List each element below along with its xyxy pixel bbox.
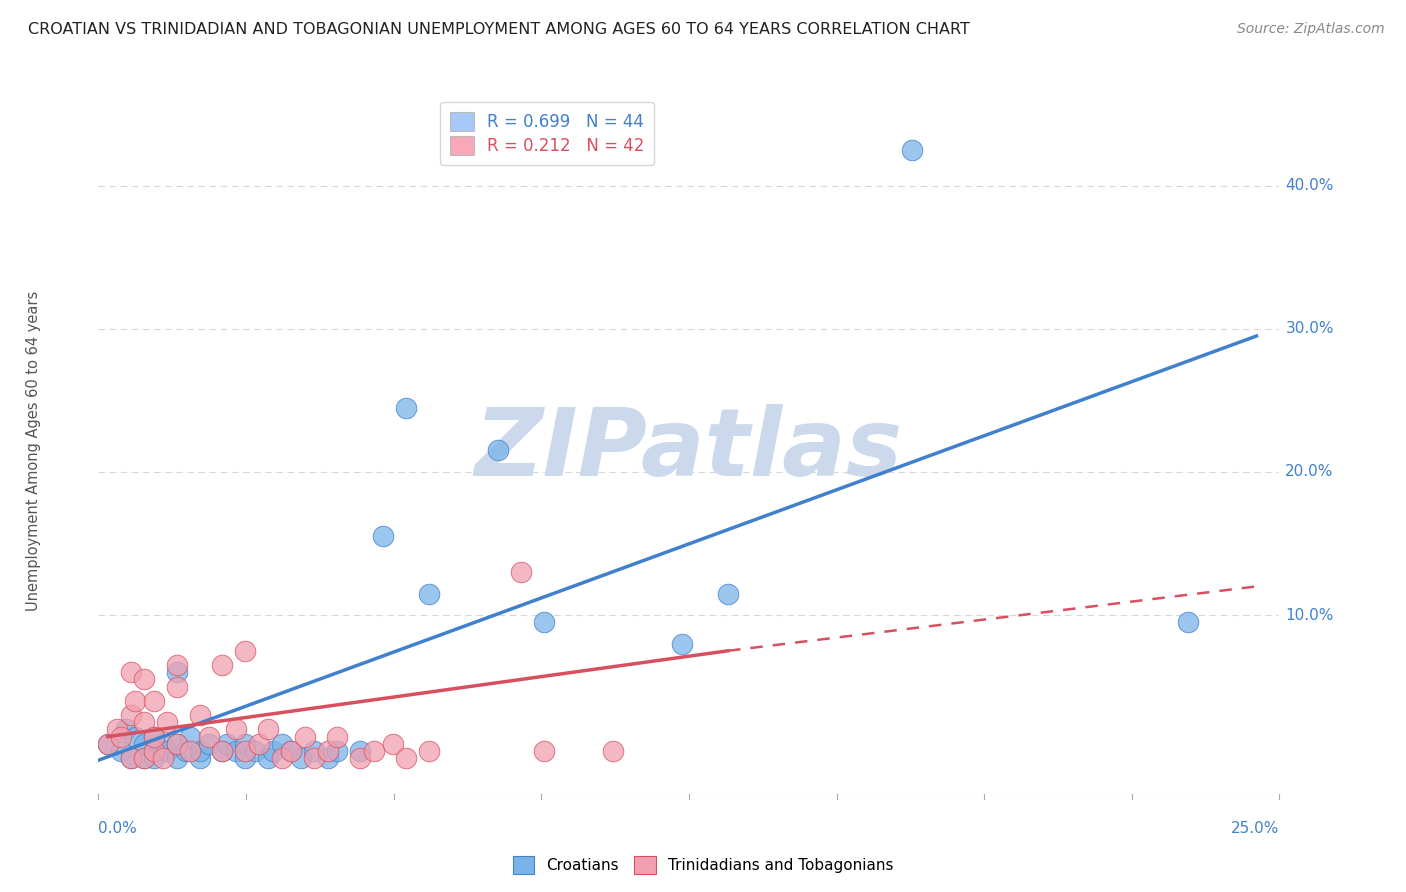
Point bbox=[120, 708, 142, 723]
Point bbox=[901, 143, 924, 157]
Point bbox=[142, 751, 165, 765]
Point bbox=[166, 665, 188, 680]
Point bbox=[188, 744, 211, 758]
Text: 25.0%: 25.0% bbox=[1232, 822, 1279, 837]
Text: 10.0%: 10.0% bbox=[1285, 607, 1334, 623]
Point bbox=[533, 744, 555, 758]
Point bbox=[166, 737, 188, 751]
Point bbox=[316, 751, 339, 765]
Point bbox=[349, 744, 371, 758]
Point bbox=[188, 708, 211, 723]
Point bbox=[290, 751, 312, 765]
Point bbox=[533, 615, 555, 630]
Point bbox=[243, 744, 266, 758]
Point bbox=[363, 744, 385, 758]
Point bbox=[257, 723, 280, 737]
Point bbox=[179, 744, 201, 758]
Point bbox=[179, 730, 201, 744]
Point bbox=[326, 730, 349, 744]
Point bbox=[124, 694, 146, 708]
Legend: R = 0.699   N = 44, R = 0.212   N = 42: R = 0.699 N = 44, R = 0.212 N = 42 bbox=[440, 102, 654, 165]
Point bbox=[166, 737, 188, 751]
Point bbox=[120, 665, 142, 680]
Point bbox=[134, 715, 156, 730]
Point bbox=[134, 737, 156, 751]
Point bbox=[166, 680, 188, 694]
Text: ZIPatlas: ZIPatlas bbox=[475, 404, 903, 497]
Point bbox=[262, 744, 284, 758]
Point bbox=[316, 744, 339, 758]
Point bbox=[326, 744, 349, 758]
Point bbox=[257, 751, 280, 765]
Point bbox=[97, 737, 120, 751]
Point bbox=[197, 737, 219, 751]
Point bbox=[105, 723, 128, 737]
Point bbox=[381, 737, 404, 751]
Point bbox=[152, 737, 174, 751]
Point bbox=[174, 744, 197, 758]
Text: CROATIAN VS TRINIDADIAN AND TOBAGONIAN UNEMPLOYMENT AMONG AGES 60 TO 64 YEARS CO: CROATIAN VS TRINIDADIAN AND TOBAGONIAN U… bbox=[28, 22, 970, 37]
Point bbox=[225, 723, 247, 737]
Point bbox=[142, 744, 165, 758]
Point bbox=[418, 744, 440, 758]
Point bbox=[217, 737, 239, 751]
Point bbox=[134, 673, 156, 687]
Point bbox=[110, 730, 132, 744]
Point bbox=[225, 744, 247, 758]
Point bbox=[235, 737, 257, 751]
Point bbox=[97, 737, 120, 751]
Point bbox=[271, 751, 294, 765]
Point bbox=[235, 751, 257, 765]
Text: Unemployment Among Ages 60 to 64 years: Unemployment Among Ages 60 to 64 years bbox=[25, 290, 41, 611]
Point bbox=[602, 744, 624, 758]
Point bbox=[156, 715, 179, 730]
Point bbox=[134, 751, 156, 765]
Point bbox=[142, 730, 165, 744]
Point bbox=[166, 658, 188, 673]
Point bbox=[418, 586, 440, 600]
Legend: Croatians, Trinidadians and Tobagonians: Croatians, Trinidadians and Tobagonians bbox=[506, 850, 900, 880]
Point bbox=[142, 730, 165, 744]
Text: 30.0%: 30.0% bbox=[1285, 321, 1334, 336]
Point bbox=[486, 443, 509, 458]
Point bbox=[166, 751, 188, 765]
Point bbox=[510, 565, 533, 579]
Text: Source: ZipAtlas.com: Source: ZipAtlas.com bbox=[1237, 22, 1385, 37]
Point bbox=[115, 723, 138, 737]
Point bbox=[134, 751, 156, 765]
Point bbox=[188, 751, 211, 765]
Point bbox=[211, 744, 233, 758]
Point bbox=[142, 694, 165, 708]
Point bbox=[671, 637, 693, 651]
Point bbox=[156, 744, 179, 758]
Text: 20.0%: 20.0% bbox=[1285, 465, 1334, 479]
Point bbox=[304, 744, 326, 758]
Point bbox=[120, 751, 142, 765]
Point bbox=[395, 751, 418, 765]
Point bbox=[142, 744, 165, 758]
Point bbox=[110, 744, 132, 758]
Point bbox=[211, 658, 233, 673]
Point bbox=[120, 751, 142, 765]
Point bbox=[211, 744, 233, 758]
Point bbox=[124, 730, 146, 744]
Point bbox=[294, 730, 316, 744]
Point bbox=[152, 751, 174, 765]
Text: 0.0%: 0.0% bbox=[98, 822, 138, 837]
Point bbox=[304, 751, 326, 765]
Point bbox=[349, 751, 371, 765]
Point bbox=[717, 586, 740, 600]
Point bbox=[395, 401, 418, 415]
Point bbox=[235, 744, 257, 758]
Point bbox=[373, 529, 395, 543]
Point bbox=[280, 744, 302, 758]
Point bbox=[1177, 615, 1199, 630]
Point bbox=[235, 644, 257, 658]
Point bbox=[247, 737, 270, 751]
Text: 40.0%: 40.0% bbox=[1285, 178, 1334, 194]
Point bbox=[197, 730, 219, 744]
Point bbox=[271, 737, 294, 751]
Point bbox=[280, 744, 302, 758]
